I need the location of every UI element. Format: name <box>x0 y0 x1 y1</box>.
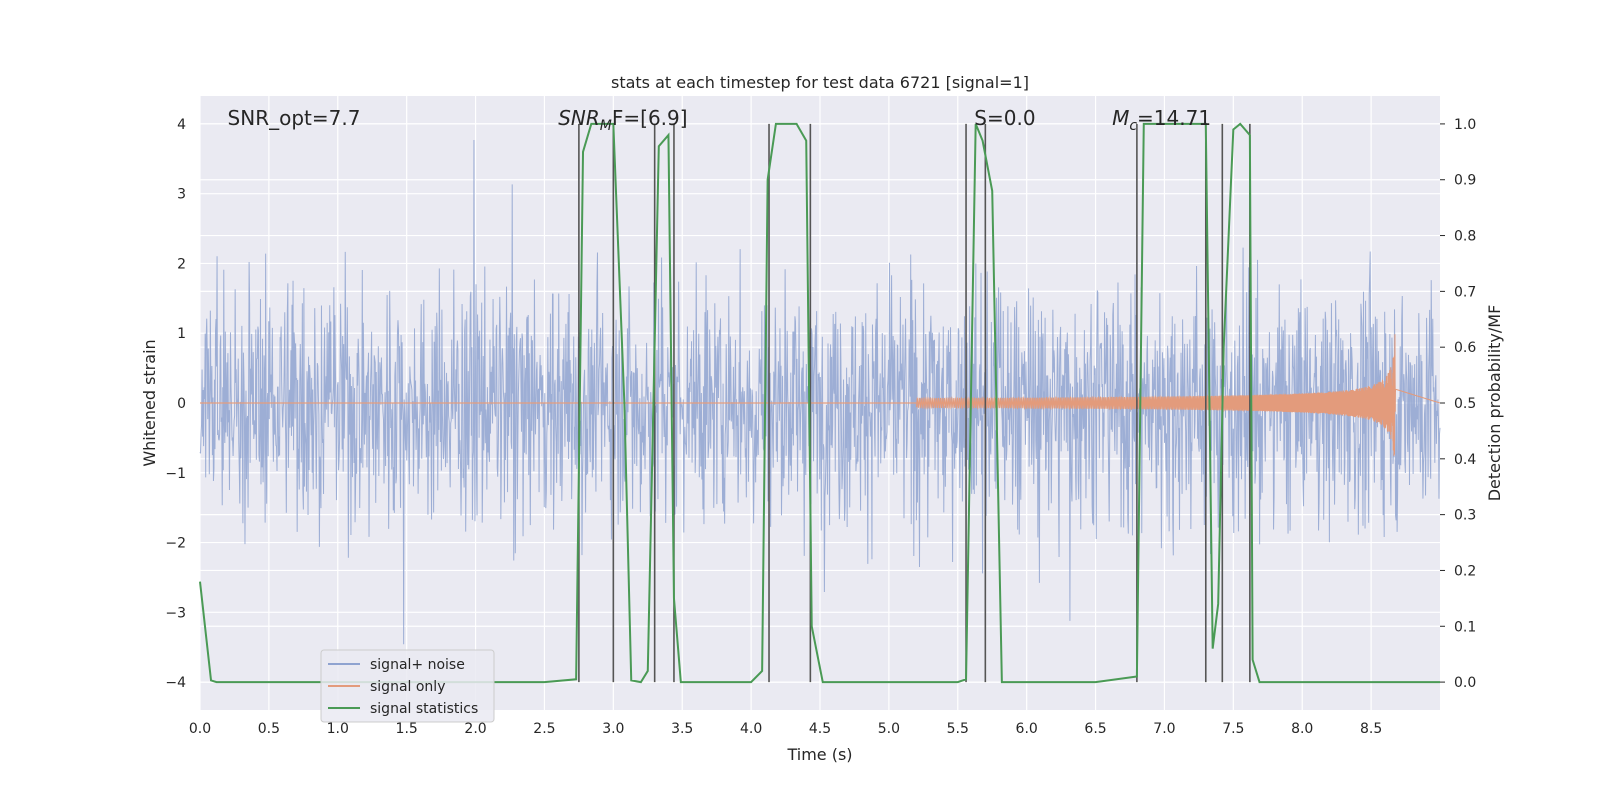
y-tick-label-left: 2 <box>177 256 186 272</box>
legend-box <box>320 649 495 723</box>
series-signal-statistics <box>199 122 1440 684</box>
y-tick-label-right: 0.5 <box>1454 396 1476 412</box>
x-tick-label: 8.0 <box>1291 721 1313 737</box>
x-tick-label: 7.5 <box>1222 721 1244 737</box>
y-tick-label-right: 0.9 <box>1454 173 1476 189</box>
y-tick-label-right: 0.6 <box>1454 340 1476 356</box>
y-tick-label-right: 0.4 <box>1454 452 1476 468</box>
y-tick-label-right: 0.7 <box>1454 284 1476 300</box>
x-tick-label: 4.5 <box>809 721 831 737</box>
y-axis-label-left: Whitened strain <box>140 339 159 466</box>
y-axis-label-right: Detection probability/MF <box>1485 305 1504 502</box>
x-tick-label: 4.0 <box>740 721 762 737</box>
x-tick-label: 2.0 <box>464 721 486 737</box>
signal-statistics-line <box>199 122 1440 684</box>
y-tick-label-left: −2 <box>165 536 186 552</box>
legend: signal+ noise signal only signal statist… <box>320 649 495 723</box>
x-tick-label: 8.5 <box>1360 721 1382 737</box>
x-tick-label: 0.0 <box>189 721 211 737</box>
x-tick-label: 3.0 <box>602 721 624 737</box>
y-tick-label-left: 4 <box>177 117 186 133</box>
x-tick-label: 5.0 <box>878 721 900 737</box>
y-tick-label-right: 1.0 <box>1454 117 1476 133</box>
y-tick-label-left: −3 <box>165 605 186 621</box>
chart-title: stats at each timestep for test data 672… <box>611 73 1029 92</box>
x-tick-label: 2.5 <box>533 721 555 737</box>
y-tick-label-right: 0.8 <box>1454 229 1476 245</box>
legend-label-signal-statistics: signal statistics <box>370 701 478 717</box>
annotation: Mc=14.71 <box>1112 106 1211 134</box>
x-tick-label: 1.0 <box>327 721 349 737</box>
y-tick-label-right: 0.2 <box>1454 563 1476 579</box>
x-tick-label: 6.0 <box>1016 721 1038 737</box>
x-tick-label: 3.5 <box>671 721 693 737</box>
y-tick-label-left: 0 <box>177 396 186 412</box>
x-tick-label: 5.5 <box>947 721 969 737</box>
y-tick-label-left: −1 <box>165 466 186 482</box>
legend-label-signal-only: signal only <box>370 679 445 695</box>
signal-noise-line <box>199 140 1441 645</box>
axis-ticks: 0.0 0.5 1.0 1.5 2.0 2.5 3.0 3.5 4.0 4.5 5.0 5.5 6.0 6… <box>165 117 1476 737</box>
y-tick-label-left: 1 <box>177 326 186 342</box>
annotation: S=0.0 <box>974 106 1035 130</box>
annotation: SNR_opt=7.7 <box>228 106 361 130</box>
y-tick-label-left: −4 <box>165 675 186 691</box>
x-axis-label: Time (s) <box>786 745 852 764</box>
annotation: SNRMF=[6.9] <box>558 106 687 134</box>
vertical-markers <box>578 123 1251 683</box>
x-tick-label: 0.5 <box>258 721 280 737</box>
x-tick-label: 6.5 <box>1084 721 1106 737</box>
y-tick-label-right: 0.0 <box>1454 675 1476 691</box>
series-signal-noise <box>199 140 1441 645</box>
y-tick-label-left: 3 <box>177 187 186 203</box>
x-tick-label: 7.0 <box>1153 721 1175 737</box>
annotations: SNR_opt=7.7 SNRMF=[6.9] S=0.0 Mc=14.71 <box>228 106 1212 134</box>
legend-label-signal-noise: signal+ noise <box>370 657 465 673</box>
y-tick-label-right: 0.3 <box>1454 508 1476 524</box>
y-tick-label-right: 0.1 <box>1454 619 1476 635</box>
x-tick-label: 1.5 <box>396 721 418 737</box>
